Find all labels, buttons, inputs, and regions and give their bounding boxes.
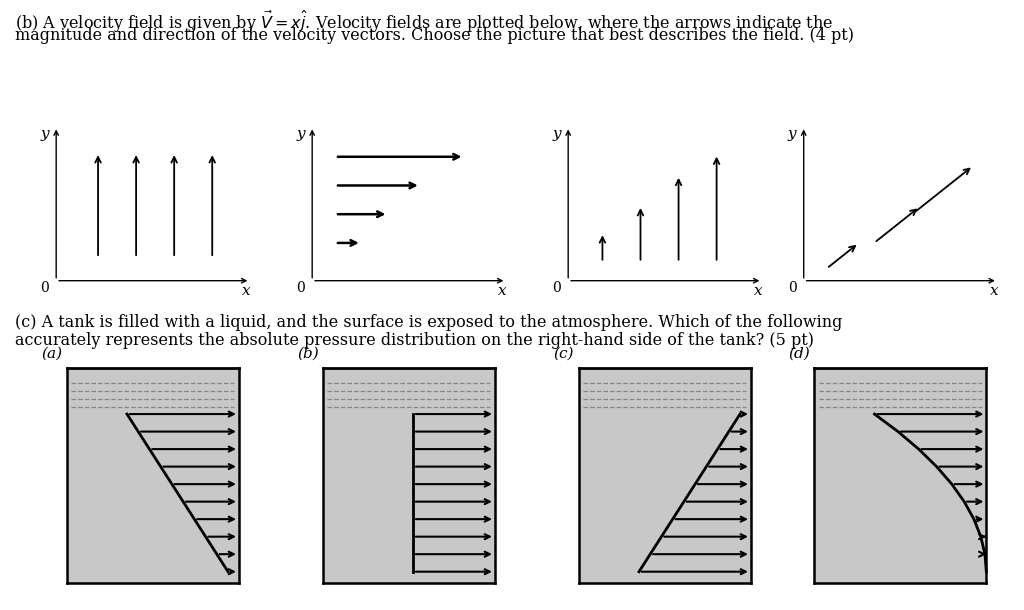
Bar (814, 368, 986, 583)
Text: x: x (989, 284, 998, 298)
Text: y: y (297, 127, 305, 141)
Text: (b): (b) (297, 346, 318, 361)
Bar (579, 368, 751, 583)
Text: y: y (788, 127, 797, 141)
Text: 0: 0 (40, 281, 49, 295)
Text: magnitude and direction of the velocity vectors. Choose the picture that best de: magnitude and direction of the velocity … (15, 27, 854, 45)
Text: 0: 0 (787, 281, 797, 295)
Text: 0: 0 (296, 281, 305, 295)
Text: y: y (553, 127, 561, 141)
Text: (c): (c) (553, 346, 573, 361)
Text: x: x (754, 284, 763, 298)
Text: (d): (d) (788, 346, 810, 361)
Text: (a): (a) (41, 346, 62, 361)
Bar (323, 368, 495, 583)
Text: 0: 0 (552, 281, 561, 295)
Text: (b) A velocity field is given by $\vec{V} = x\hat{j}$. Velocity fields are plott: (b) A velocity field is given by $\vec{V… (15, 9, 834, 35)
Text: accurately represents the absolute pressure distribution on the right-hand side : accurately represents the absolute press… (15, 332, 814, 350)
Text: x: x (242, 284, 251, 298)
Bar (67, 368, 239, 583)
Text: (c) A tank is filled with a liquid, and the surface is exposed to the atmosphere: (c) A tank is filled with a liquid, and … (15, 314, 843, 331)
Text: y: y (41, 127, 49, 141)
Text: x: x (498, 284, 507, 298)
